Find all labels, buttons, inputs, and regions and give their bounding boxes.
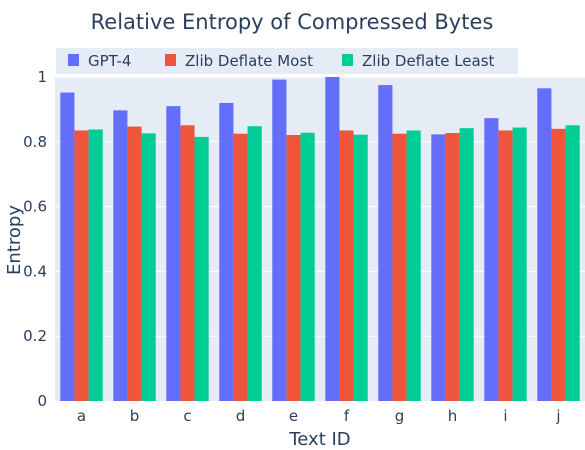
legend[interactable]: GPT-4 Zlib Deflate Most Zlib Deflate Least bbox=[56, 48, 518, 74]
x-tick-label: i bbox=[503, 407, 507, 425]
bar-gpt-4 bbox=[272, 79, 287, 401]
bar-zlib-deflate-most bbox=[445, 133, 460, 401]
x-tick-label: d bbox=[236, 407, 246, 425]
bar-zlib-deflate-most bbox=[498, 130, 513, 401]
bar-gpt-4 bbox=[431, 134, 446, 401]
bar-zlib-deflate-least bbox=[141, 133, 156, 401]
x-tick-label: b bbox=[130, 407, 140, 425]
x-tick-label: e bbox=[289, 407, 298, 425]
bar-zlib-deflate-most bbox=[127, 126, 142, 402]
x-axis-title: Text ID bbox=[288, 429, 350, 450]
legend-background bbox=[56, 48, 518, 74]
bar-gpt-4 bbox=[484, 118, 499, 401]
legend-swatch bbox=[165, 54, 176, 66]
y-tick-label: 0.6 bbox=[23, 198, 47, 216]
bar-zlib-deflate-least bbox=[247, 126, 262, 402]
bar-zlib-deflate-least bbox=[406, 130, 421, 401]
chart-title: Relative Entropy of Compressed Bytes bbox=[91, 10, 494, 34]
bar-zlib-deflate-least bbox=[459, 128, 474, 401]
bar-zlib-deflate-least bbox=[565, 125, 580, 401]
x-tick-label: f bbox=[344, 407, 350, 425]
y-tick-labels: 0 0.2 0.4 0.6 0.8 1 bbox=[23, 68, 47, 410]
bar-zlib-deflate-least bbox=[194, 136, 209, 401]
legend-item[interactable]: GPT-4 bbox=[88, 52, 131, 70]
y-tick-label: 0 bbox=[37, 392, 47, 410]
bar-gpt-4 bbox=[219, 102, 234, 402]
legend-item[interactable]: Zlib Deflate Most bbox=[185, 52, 313, 70]
bar-gpt-4 bbox=[325, 77, 340, 401]
x-tick-label: h bbox=[448, 407, 458, 425]
x-tick-label: c bbox=[183, 407, 191, 425]
bar-gpt-4 bbox=[166, 106, 181, 401]
bar-zlib-deflate-most bbox=[339, 130, 354, 401]
x-tick-label: a bbox=[77, 407, 86, 425]
y-tick-label: 0.8 bbox=[23, 133, 47, 151]
x-tick-labels: a b c d e f g h i j bbox=[77, 407, 561, 425]
bar-zlib-deflate-most bbox=[180, 125, 195, 401]
x-tick-label: j bbox=[555, 407, 560, 425]
bar-gpt-4 bbox=[60, 92, 75, 401]
y-tick-label: 0.2 bbox=[23, 327, 47, 345]
bar-zlib-deflate-least bbox=[88, 129, 103, 401]
y-tick-label: 1 bbox=[37, 68, 47, 86]
y-tick-label: 0.4 bbox=[23, 262, 47, 280]
bar-zlib-deflate-most bbox=[74, 130, 89, 401]
bars bbox=[60, 77, 580, 402]
y-axis-title: Entropy bbox=[4, 205, 25, 275]
bar-gpt-4 bbox=[378, 85, 393, 401]
bar-zlib-deflate-most bbox=[551, 128, 566, 401]
legend-item[interactable]: Zlib Deflate Least bbox=[362, 52, 495, 70]
bar-zlib-deflate-most bbox=[233, 133, 248, 401]
x-tick-label: g bbox=[395, 407, 405, 425]
bar-zlib-deflate-most bbox=[392, 133, 407, 401]
bar-gpt-4 bbox=[113, 110, 128, 401]
bar-gpt-4 bbox=[537, 88, 552, 401]
bar-zlib-deflate-least bbox=[300, 132, 315, 401]
legend-swatch bbox=[68, 54, 79, 66]
legend-swatch bbox=[342, 54, 353, 66]
bar-zlib-deflate-least bbox=[512, 127, 527, 401]
bar-zlib-deflate-least bbox=[353, 134, 368, 401]
bar-zlib-deflate-most bbox=[286, 134, 301, 401]
